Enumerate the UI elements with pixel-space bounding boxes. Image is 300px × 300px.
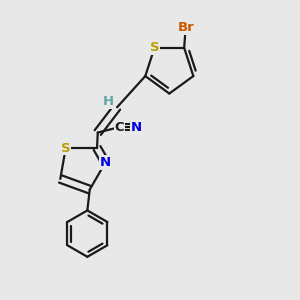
Text: S: S [150, 41, 159, 54]
Text: N: N [131, 121, 142, 134]
Text: N: N [100, 156, 111, 169]
Text: C: C [114, 121, 124, 134]
Text: H: H [103, 95, 114, 108]
Text: Br: Br [177, 21, 194, 34]
Text: S: S [61, 142, 70, 154]
